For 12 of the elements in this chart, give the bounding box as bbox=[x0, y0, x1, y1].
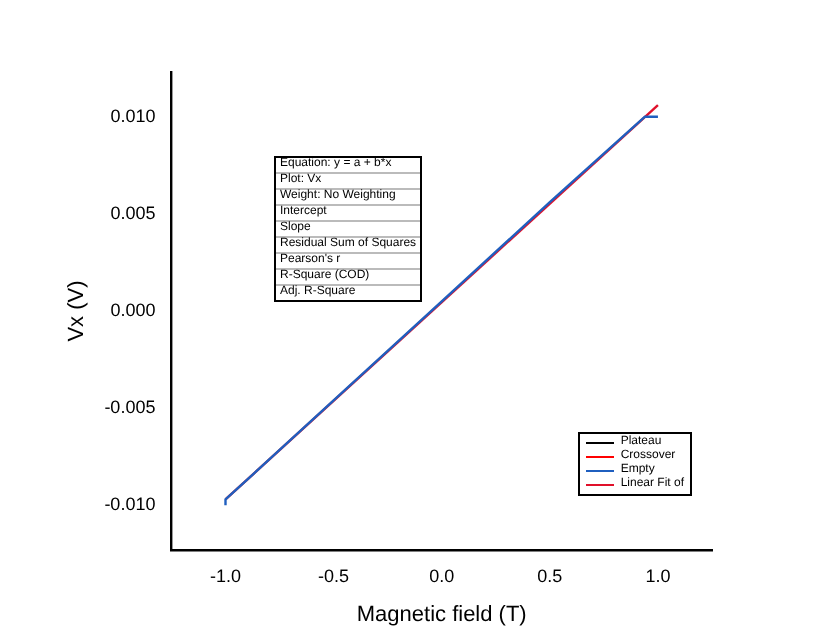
x-tick-label: -1.0 bbox=[209, 565, 242, 586]
y-tick-label: -0.005 bbox=[104, 397, 156, 418]
x-tick-label: 0.0 bbox=[429, 565, 455, 586]
y-axis-title: Vx (V) bbox=[65, 280, 90, 342]
x-axis-title: Magnetic field (T) bbox=[356, 602, 527, 627]
y-tick-label: 0.005 bbox=[110, 202, 156, 223]
x-tick-label: 1.0 bbox=[645, 565, 671, 586]
x-tick-label: -0.5 bbox=[318, 565, 350, 586]
y-tick-label: 0.000 bbox=[110, 299, 156, 320]
y-tick-label: 0.010 bbox=[110, 105, 156, 126]
x-tick-label: 0.5 bbox=[537, 565, 563, 586]
y-tick-label: -0.010 bbox=[104, 494, 156, 515]
